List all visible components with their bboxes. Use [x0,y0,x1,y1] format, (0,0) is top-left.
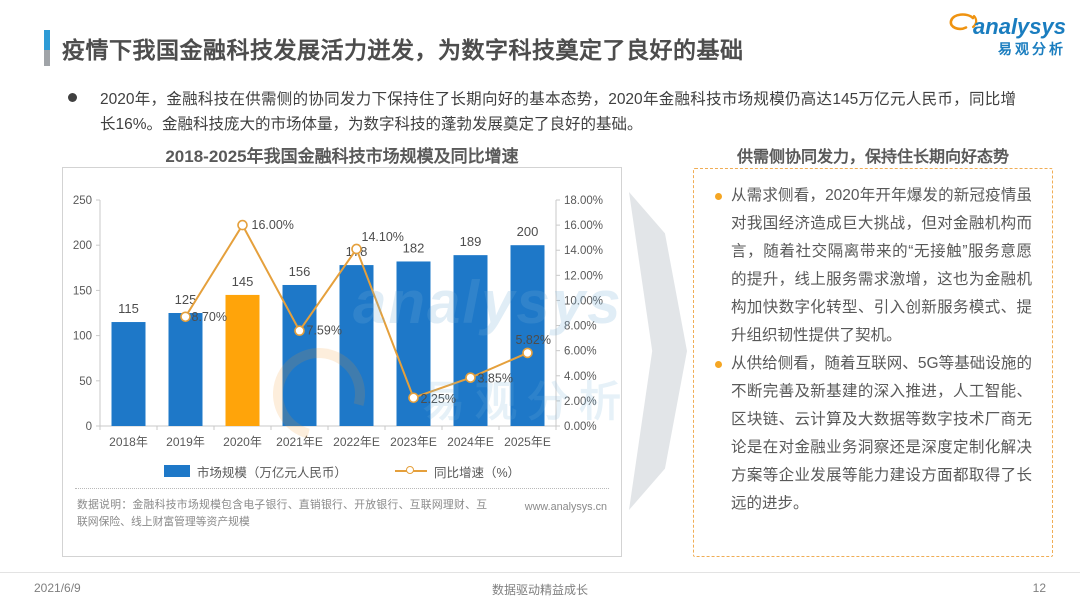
chart-panel: 0 50 100 150 200 250 0.00% 2.00% 4.00% 6.00% 8.00%… [62,167,622,557]
legend-bar-swatch [163,465,190,477]
svg-text:2020年: 2020年 [223,435,262,449]
transition-arrow-icon [629,192,687,510]
page-title: 疫情下我国金融科技发展活力迸发，为数字科技奠定了良好的基础 [62,37,744,63]
svg-text:150: 150 [73,285,92,297]
svg-text:10.00%: 10.00% [564,295,603,307]
svg-text:2024年E: 2024年E [447,435,494,449]
title-accent-bar [44,30,50,66]
panel-bullet-text: 从需求侧看，2020年开年爆发的新冠疫情虽对我国经济造成巨大挑战，但对金融机构而… [731,187,1032,344]
svg-text:0.00%: 0.00% [564,421,597,433]
svg-text:50: 50 [79,376,92,388]
legend-bar-label: 市场规模（万亿元人民币） [196,465,347,480]
svg-text:200: 200 [517,224,539,239]
svg-text:2.25%: 2.25% [421,392,456,406]
combo-chart: 0 50 100 150 200 250 0.00% 2.00% 4.00% 6.00% 8.00%… [73,195,603,449]
svg-text:3.85%: 3.85% [478,372,513,386]
intro-text: 2020年，金融科技在供需侧的协同发力下保持住了长期向好的基本态势，2020年金… [100,91,1016,133]
bullet-dot-icon [68,93,77,102]
list-item: 从需求侧看，2020年开年爆发的新冠疫情虽对我国经济造成巨大挑战，但对金融机构而… [714,182,1032,350]
intro-bullet: 2020年，金融科技在供需侧的协同发力下保持住了长期向好的基本态势，2020年金… [66,88,1016,138]
svg-text:189: 189 [460,234,482,249]
data-note: 数据说明：金融科技市场规模包含电子银行、直销银行、开放银行、互联网理财、互联网保… [77,499,487,528]
chart-note-row: 数据说明：金融科技市场规模包含电子银行、直销银行、开放银行、互联网理财、互联网保… [63,489,621,530]
svg-text:2025年E: 2025年E [504,435,551,449]
svg-text:12.00%: 12.00% [564,270,603,282]
svg-text:5.82%: 5.82% [516,333,551,347]
logo-brand-cn: 易观分析 [998,41,1066,57]
svg-text:14.00%: 14.00% [564,245,603,257]
footer-date: 2021/6/9 [34,581,81,595]
legend-line-label: 同比增速（%） [433,465,521,480]
svg-text:2023年E: 2023年E [390,435,437,449]
svg-text:2.00%: 2.00% [564,396,597,408]
svg-text:8.00%: 8.00% [564,321,597,333]
logo-brand-text: analysys [973,14,1066,39]
panel-bullet-text: 从供给侧看，随着互联网、5G等基础设施的不断完善及新基建的深入推进，人工智能、区… [731,355,1032,512]
svg-text:2019年: 2019年 [166,435,205,449]
svg-text:16.00%: 16.00% [564,220,603,232]
bullet-dot-icon [715,361,722,368]
legend-line-swatch [394,466,427,474]
note-divider [75,488,609,489]
svg-text:115: 115 [118,301,139,316]
svg-text:182: 182 [403,240,425,255]
svg-text:4.00%: 4.00% [564,371,597,383]
bullet-dot-icon [715,193,722,200]
footer-page-number: 12 [1032,581,1046,595]
svg-text:100: 100 [73,331,92,343]
right-panel: 从需求侧看，2020年开年爆发的新冠疫情虽对我国经济造成巨大挑战，但对金融机构而… [693,168,1053,557]
right-panel-header: 供需侧协同发力，保持住长期向好态势 [736,149,1009,166]
svg-text:0: 0 [86,421,92,433]
legend-line-marker [405,466,414,474]
logo-swirl-icon [949,13,978,31]
chart-legend: 市场规模（万亿元人民币） 同比增速（%） [63,460,621,482]
svg-text:14.10%: 14.10% [362,230,404,244]
svg-text:16.00%: 16.00% [252,218,294,232]
svg-text:2022年E: 2022年E [333,435,380,449]
svg-text:2021年E: 2021年E [276,435,323,449]
header: 疫情下我国金融科技发展活力迸发，为数字科技奠定了良好的基础 [44,30,744,66]
svg-text:125: 125 [175,292,197,307]
right-panel-bullets: 从需求侧看，2020年开年爆发的新冠疫情虽对我国经济造成巨大挑战，但对金融机构而… [714,182,1032,518]
svg-text:250: 250 [73,195,92,207]
svg-text:2018年: 2018年 [109,435,148,449]
logo-row: analysys [943,12,1066,38]
svg-text:200: 200 [73,240,92,252]
svg-text:8.70%: 8.70% [192,310,227,324]
analysys-logo: analysys 易观分析 [943,12,1066,59]
legend-item-growth: 同比增速（%） [394,462,521,481]
svg-text:7.59%: 7.59% [307,324,342,338]
svg-text:156: 156 [289,264,311,279]
legend-item-market-size: 市场规模（万亿元人民币） [163,462,347,481]
chart-title: 2018-2025年我国金融科技市场规模及同比增速 [165,147,519,166]
svg-text:145: 145 [232,274,254,289]
svg-text:18.00%: 18.00% [564,195,603,207]
list-item: 从供给侧看，随着互联网、5G等基础设施的不断完善及新基建的深入推进，人工智能、区… [714,350,1032,518]
svg-text:6.00%: 6.00% [564,346,597,358]
footer-slogan: 数据驱动精益成长 [491,583,588,597]
footer-divider [0,572,1080,573]
website-text: www.analysys.cn [524,501,607,513]
